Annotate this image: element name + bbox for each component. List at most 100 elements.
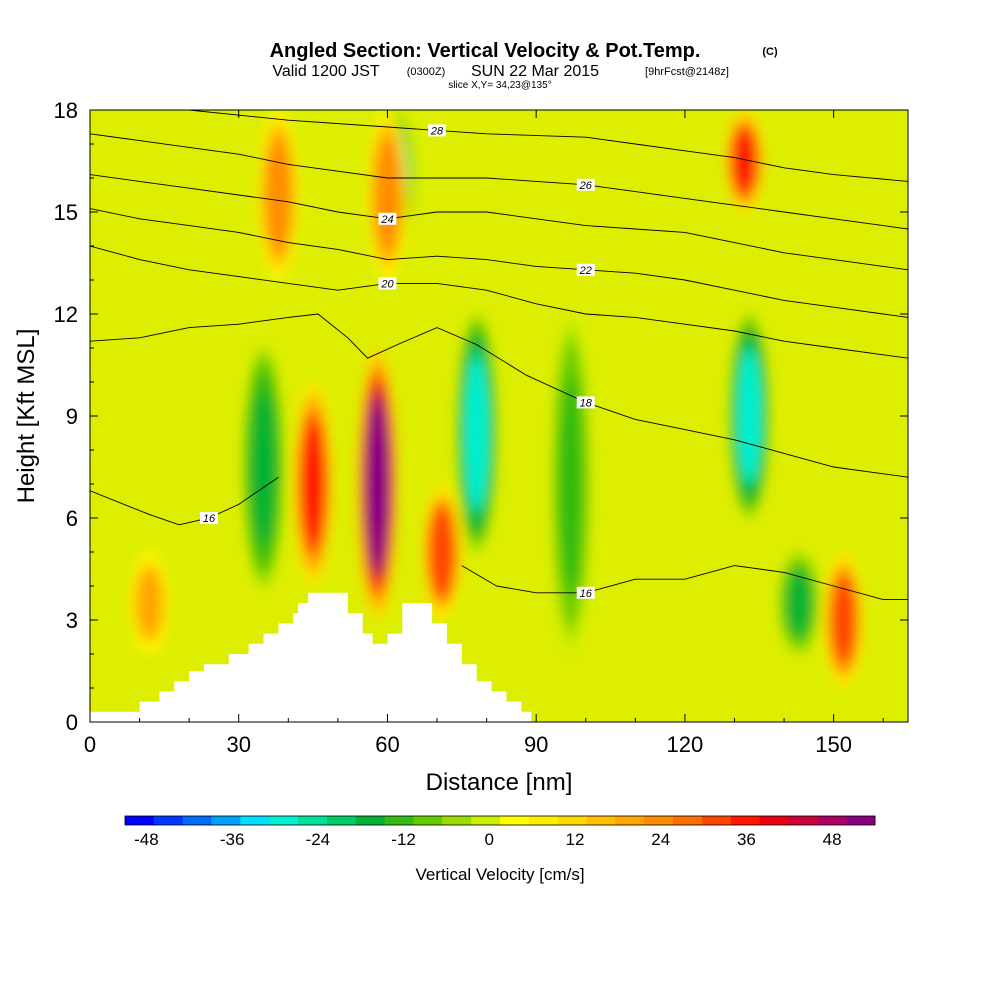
y-tick-label: 6 [66, 506, 78, 531]
velocity-core [831, 576, 856, 664]
colorbar-swatch [442, 816, 472, 825]
colorbar-tick-label: 48 [823, 830, 842, 849]
colorbar-swatch [500, 816, 530, 825]
colorbar-swatch [759, 816, 789, 825]
colorbar-ticks: -48 -36 -24 -12 0 12 24 36 48 [134, 830, 841, 849]
plot-background [90, 110, 908, 722]
slice-note: slice X,Y= 34,23@135° [448, 80, 551, 91]
colorbar-label: Vertical Velocity [cm/s] [415, 865, 584, 884]
colorbar-tick-label: 0 [485, 830, 494, 849]
contour-labels: 16 16 18 20 22 24 26 28 [199, 124, 595, 600]
contour-label: 26 [579, 180, 593, 192]
contour-label: 22 [579, 265, 592, 277]
colorbar-swatch [211, 816, 241, 825]
colorbar-swatch [269, 816, 299, 825]
colorbar-tick-label: 36 [737, 830, 756, 849]
velocity-core [732, 128, 757, 194]
theta-contour-line [90, 313, 908, 478]
y-axis: 0 3 6 9 12 15 18 [54, 98, 908, 735]
colorbar [124, 815, 876, 826]
velocity-core [558, 375, 583, 593]
terrain [90, 592, 532, 722]
colorbar-swatch [326, 816, 357, 825]
colorbar-swatch [615, 816, 645, 825]
contour-label: 16 [580, 588, 593, 600]
velocity-core [464, 356, 489, 510]
contour-label-bg [199, 512, 218, 524]
velocity-core [251, 390, 276, 544]
colorbar-tick-label: -36 [220, 830, 245, 849]
contour-label-bg [576, 178, 595, 191]
colorbar-tick-label: -12 [391, 830, 416, 849]
colorbar-swatch [471, 816, 501, 825]
x-tick-label: 0 [84, 732, 96, 757]
y-axis-label: Height [Kft MSL] [13, 329, 40, 504]
x-tick-label: 120 [667, 732, 704, 757]
colorbar-swatch [557, 816, 588, 825]
contour-label-bg [378, 212, 397, 225]
contour-label: 16 [203, 513, 216, 525]
colorbar-tick-label: -24 [306, 830, 331, 849]
x-tick-label: 90 [524, 732, 548, 757]
y-tick-label: 3 [66, 608, 78, 633]
colorbar-swatch [298, 816, 328, 825]
colorbar-swatch [125, 816, 155, 825]
contour-label: 18 [580, 397, 593, 409]
x-axis: 0 30 60 90 120 150 [84, 110, 884, 757]
colorbar-swatch [788, 816, 818, 825]
velocity-core [375, 140, 400, 250]
theta-contour-line [90, 133, 908, 230]
y-tick-label: 0 [66, 710, 78, 735]
y-tick-label: 18 [54, 98, 78, 123]
colorbar-swatch [846, 816, 876, 825]
x-tick-label: 60 [375, 732, 399, 757]
velocity-core [301, 418, 326, 550]
velocity-core [137, 570, 162, 636]
contour-label-bg [576, 263, 595, 276]
colorbar-swatch [586, 816, 616, 825]
colorbar-swatch [240, 816, 270, 825]
theta-contour-line [90, 245, 908, 359]
velocity-core [737, 350, 762, 482]
contour-label: 28 [430, 125, 444, 137]
colorbar-swatch [153, 816, 184, 825]
colorbar-swatch [182, 816, 213, 825]
colorbar-swatch [413, 816, 443, 825]
contour-label-bg [378, 277, 397, 290]
colorbar-swatch [673, 816, 703, 825]
plot-area: 16 16 18 20 22 24 26 28 [90, 110, 908, 722]
colorbar-swatch [644, 816, 674, 825]
theta-contour-line [182, 110, 908, 182]
subtitle-forecast: [9hrFcst@2148z] [645, 66, 729, 78]
x-tick-label: 150 [815, 732, 852, 757]
colorbar-swatch [817, 816, 847, 825]
colorbar-swatch [730, 816, 761, 825]
x-axis-label: Distance [nm] [426, 769, 573, 796]
subtitle-date: SUN 22 Mar 2015 [471, 63, 599, 80]
colorbar-swatch [528, 816, 559, 825]
y-tick-label: 12 [54, 302, 78, 327]
velocity-core [429, 508, 454, 596]
contour-label: 24 [380, 214, 393, 226]
title-mark: (C) [762, 46, 778, 58]
contour-label-bg [576, 396, 595, 409]
contour-label: 20 [380, 278, 394, 290]
subtitle-utc: (0300Z) [407, 66, 446, 78]
velocity-core [365, 396, 390, 572]
colorbar-swatch [701, 816, 732, 825]
contour-label-bg [576, 586, 595, 599]
colorbar-swatch [384, 816, 414, 825]
contour-label-bg [428, 124, 447, 137]
theta-contour-line [90, 208, 908, 318]
theta-contours [90, 110, 908, 601]
colorbar-swatch [355, 816, 386, 825]
colorbar-frame [124, 815, 876, 826]
theta-contour-line [461, 565, 908, 601]
x-tick-label: 30 [226, 732, 250, 757]
colorbar-tick-label: 12 [566, 830, 585, 849]
colorbar-tick-label: 24 [651, 830, 670, 849]
y-tick-label: 15 [54, 200, 78, 225]
theta-contour-line [90, 476, 279, 526]
colorbar-tick-label: -48 [134, 830, 159, 849]
